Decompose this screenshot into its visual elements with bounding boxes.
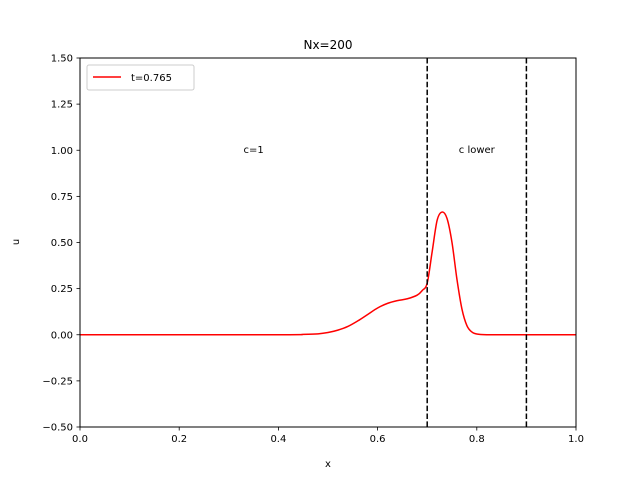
- series-line-0: [79, 211, 576, 336]
- legend: t=0.765: [86, 64, 195, 91]
- x-tick-label: 0.4: [270, 434, 286, 445]
- legend-entry: t=0.765: [131, 73, 172, 84]
- y-tick-label: 0.00: [51, 330, 73, 341]
- y-tick-label: −0.50: [42, 423, 73, 434]
- x-axis-label: x: [325, 459, 331, 470]
- annotation-1: c lower: [459, 145, 496, 156]
- x-tick-label: 1.0: [568, 434, 584, 445]
- y-tick-label: 0.25: [51, 284, 73, 295]
- annotation-0: c=1: [243, 145, 263, 156]
- y-axis-ticks: −0.50 −0.25 0.00 0.25 0.50 0.75 1.00 1.25 1.50: [42, 54, 80, 434]
- y-tick-label: −0.25: [42, 376, 73, 387]
- y-tick-label: 1.00: [51, 146, 73, 157]
- y-axis-label: u: [11, 239, 22, 245]
- legend-box: [86, 64, 195, 91]
- x-tick-label: 0.6: [370, 434, 386, 445]
- chart-title: Nx=200: [303, 38, 352, 52]
- y-tick-label: 1.25: [51, 100, 73, 111]
- plot-area: c=1 c lower: [79, 58, 576, 427]
- y-tick-label: 1.50: [51, 54, 73, 65]
- plot-frame: [79, 57, 577, 428]
- y-tick-label: 0.50: [51, 238, 73, 249]
- y-tick-label: 0.75: [51, 192, 73, 203]
- x-axis-ticks: 0.0 0.2 0.4 0.6 0.8 1.0: [72, 427, 584, 445]
- x-tick-label: 0.8: [469, 434, 485, 445]
- x-tick-label: 0.0: [72, 434, 88, 445]
- x-tick-label: 0.2: [171, 434, 187, 445]
